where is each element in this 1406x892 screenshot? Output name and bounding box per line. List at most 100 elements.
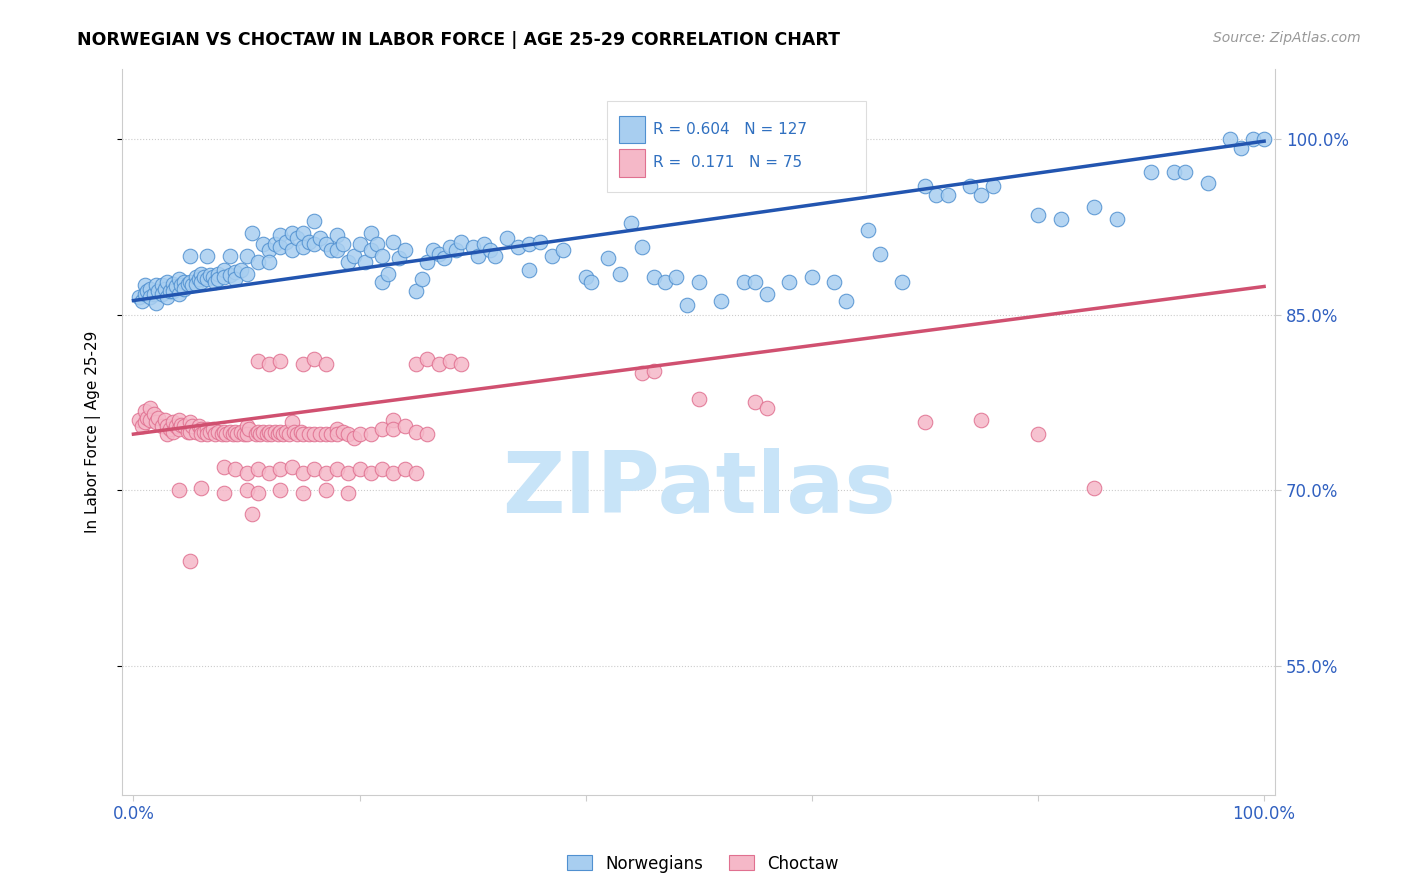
Point xyxy=(354,255,377,269)
Point xyxy=(131,419,153,434)
Point xyxy=(240,226,263,240)
Point xyxy=(326,243,349,257)
Point xyxy=(235,419,257,434)
Point xyxy=(235,267,257,281)
Point xyxy=(959,178,981,193)
Point xyxy=(173,282,195,296)
Point xyxy=(136,410,159,425)
Point xyxy=(167,413,190,427)
Point xyxy=(177,277,200,292)
Point xyxy=(134,278,156,293)
Point xyxy=(193,270,215,285)
Point xyxy=(1083,481,1105,495)
Point xyxy=(444,243,467,257)
Point xyxy=(506,240,529,254)
Point xyxy=(394,419,416,434)
Point xyxy=(371,249,394,263)
Point xyxy=(246,462,269,476)
Point xyxy=(371,422,394,436)
Point xyxy=(260,427,283,442)
Point xyxy=(257,243,280,257)
Point xyxy=(439,240,461,254)
Point xyxy=(222,427,245,442)
Point xyxy=(181,419,204,434)
Point xyxy=(195,422,218,436)
Point xyxy=(167,272,190,286)
Point xyxy=(226,427,249,442)
Point xyxy=(131,293,153,308)
Point xyxy=(337,485,360,500)
FancyBboxPatch shape xyxy=(619,149,644,177)
Point xyxy=(167,483,190,498)
Point xyxy=(235,249,257,263)
Point xyxy=(529,235,551,249)
Point xyxy=(292,240,315,254)
Point xyxy=(257,255,280,269)
Point xyxy=(263,237,285,252)
Point xyxy=(235,483,257,498)
Point xyxy=(150,419,173,434)
Point xyxy=(970,188,993,202)
Point xyxy=(411,272,433,286)
Point xyxy=(609,267,631,281)
Point xyxy=(280,226,302,240)
Point xyxy=(337,466,360,480)
Point xyxy=(1241,132,1264,146)
Point xyxy=(631,240,654,254)
Point xyxy=(755,401,778,416)
Point xyxy=(1140,164,1163,178)
Point xyxy=(179,249,201,263)
Point xyxy=(304,352,326,367)
Point xyxy=(371,275,394,289)
Point xyxy=(229,263,252,277)
Point xyxy=(631,366,654,380)
Point xyxy=(366,237,388,252)
Point xyxy=(394,243,416,257)
Point xyxy=(1049,211,1071,226)
Point xyxy=(200,425,222,439)
Point xyxy=(170,417,193,432)
Point xyxy=(142,286,165,301)
Point xyxy=(405,284,427,298)
Point xyxy=(914,416,936,430)
Point xyxy=(427,357,450,371)
Point xyxy=(173,275,195,289)
Point xyxy=(269,483,291,498)
Point xyxy=(134,416,156,430)
Point xyxy=(229,425,252,439)
Point xyxy=(190,267,212,281)
Point xyxy=(326,427,349,442)
Point xyxy=(1107,211,1129,226)
Point xyxy=(212,270,235,285)
Point xyxy=(142,407,165,421)
Point xyxy=(298,427,321,442)
Point xyxy=(439,354,461,368)
Point xyxy=(212,485,235,500)
Point xyxy=(337,255,360,269)
Point xyxy=(179,416,201,430)
Point xyxy=(215,427,238,442)
Point xyxy=(145,416,167,430)
Text: R = 0.604   N = 127: R = 0.604 N = 127 xyxy=(652,122,807,137)
Point xyxy=(405,466,427,480)
Point xyxy=(159,284,181,298)
Point xyxy=(343,431,366,445)
Point xyxy=(274,235,297,249)
Point xyxy=(620,216,643,230)
Point xyxy=(280,459,302,474)
Point xyxy=(304,214,326,228)
Point xyxy=(688,275,710,289)
Point xyxy=(835,293,858,308)
Point xyxy=(315,427,337,442)
Point xyxy=(170,278,193,293)
Point xyxy=(165,279,187,293)
Point xyxy=(252,425,274,439)
Point xyxy=(495,231,517,245)
Point xyxy=(422,243,444,257)
Point xyxy=(292,427,315,442)
Point xyxy=(321,427,343,442)
Point xyxy=(257,425,280,439)
Point xyxy=(224,265,246,279)
Point xyxy=(315,237,337,252)
Point xyxy=(204,427,226,442)
